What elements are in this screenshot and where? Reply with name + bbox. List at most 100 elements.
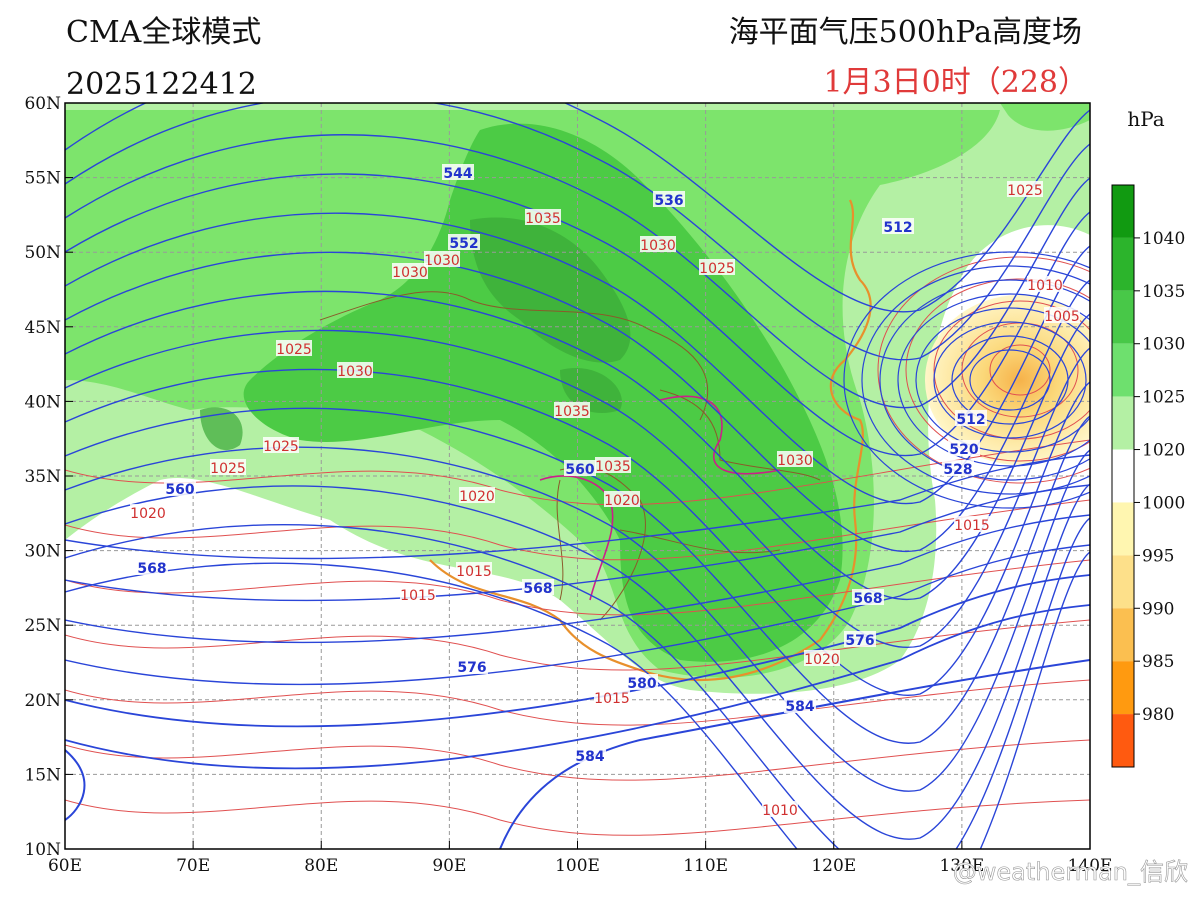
isobar: [65, 439, 1090, 506]
height-contour: [65, 484, 1090, 602]
colorbar-label: 980: [1142, 705, 1174, 725]
label-background: [337, 362, 373, 378]
height-contour: [969, 349, 1051, 411]
valid-time: 1月3日0时（228）: [823, 65, 1088, 100]
height-contour: [897, 293, 1090, 467]
label-background: [392, 263, 428, 279]
height-contour: [65, 604, 1090, 770]
colorbar-label: 1030: [1142, 335, 1185, 355]
colorbar-segment: [1112, 343, 1134, 397]
label-background: [1007, 181, 1043, 197]
label-background: [525, 209, 561, 225]
label-background: [456, 562, 492, 578]
height-contour: [65, 368, 1090, 697]
colorbar-label: 1000: [1142, 493, 1185, 513]
colorbar-segment: [1112, 290, 1134, 344]
init-time: 2025122412: [66, 67, 257, 102]
pressure-label: 1035: [595, 459, 631, 475]
label-background: [594, 689, 630, 705]
pressure-label: 1015: [954, 518, 990, 534]
height-contour: [65, 659, 1090, 849]
pressure-label: 1035: [525, 211, 561, 227]
label-background: [456, 658, 488, 674]
pressure-label: 1005: [1044, 309, 1080, 325]
pressure-label: 1030: [337, 364, 373, 380]
pressure-label: 1020: [459, 489, 495, 505]
map-title: 海平面气压500hPa高度场: [729, 15, 1082, 50]
isobar: [65, 739, 1090, 781]
height-contour: [65, 173, 1090, 457]
lat-label: 45N: [24, 318, 61, 338]
height-contour: [65, 134, 1090, 409]
label-background: [164, 480, 196, 496]
lon-label: 90E: [432, 856, 466, 876]
height-contour: [65, 212, 1090, 505]
lon-label: 120E: [811, 856, 856, 876]
height-label: 512: [956, 412, 985, 428]
lon-label: 140E: [1068, 856, 1113, 876]
label-background: [564, 460, 596, 476]
height-contours: [65, 103, 1090, 849]
label-background: [400, 586, 436, 602]
pressure-label: 1020: [804, 652, 840, 668]
pressure-label: 1015: [456, 564, 492, 580]
height-contour: [951, 335, 1069, 425]
height-contour: [861, 265, 1090, 495]
pressure-label: 1010: [1027, 278, 1063, 294]
pressure-label: 1025: [263, 439, 299, 455]
height-contour: [843, 251, 1090, 509]
isobar: [65, 499, 1090, 561]
colorbar-frame: [1111, 184, 1135, 768]
label-background: [210, 459, 246, 475]
height-label: 568: [137, 561, 166, 577]
colorbar-label: 1040: [1142, 229, 1185, 249]
label-background: [448, 234, 480, 250]
label-background: [762, 801, 798, 817]
lon-label: 70E: [176, 856, 210, 876]
pressure-area-1035: [200, 217, 631, 451]
lon-label: 60E: [48, 856, 82, 876]
height-contour: [65, 514, 1090, 644]
colorbar-label: 985: [1142, 652, 1174, 672]
pressure-label: 1025: [210, 461, 246, 477]
height-label: 528: [943, 462, 972, 478]
isobar: [933, 300, 1090, 440]
isobar: [905, 278, 1090, 462]
height-contour: [65, 551, 1090, 849]
lat-label: 15N: [24, 765, 61, 785]
colorbar-label: 1035: [1142, 282, 1185, 302]
label-background: [852, 589, 884, 605]
height-contour: [65, 454, 1090, 560]
label-background: [604, 491, 640, 507]
label-background: [554, 402, 590, 418]
colorbar-segment: [1112, 237, 1134, 291]
label-background: [955, 410, 987, 426]
lat-label: 50N: [24, 243, 61, 263]
label-background: [844, 631, 876, 647]
colorbar-segment: [1112, 396, 1134, 450]
pressure-label: 1015: [594, 691, 630, 707]
label-background: [595, 457, 631, 473]
lat-label: 35N: [24, 467, 61, 487]
contour-labels: 544 552 536 512 560 568 560 568 576 580 584 584 568 5…: [130, 164, 1080, 819]
colorbar-unit: hPa: [1127, 107, 1164, 131]
height-contour: [65, 407, 1090, 744]
colorbar-segment: [1112, 714, 1134, 767]
height-label: 580: [627, 676, 656, 692]
label-background: [276, 340, 312, 356]
label-background: [640, 236, 676, 252]
watermark: @weatherman_信欣: [953, 858, 1188, 886]
label-background: [804, 650, 840, 666]
isobar: [65, 679, 1090, 726]
lat-label: 30N: [24, 542, 61, 562]
lon-label: 110E: [683, 856, 728, 876]
pressure-label: 1020: [604, 493, 640, 509]
height-label: 576: [845, 633, 874, 649]
height-contour: [65, 251, 1090, 553]
label-background: [1044, 307, 1080, 323]
height-label: 560: [565, 462, 594, 478]
isobar: [877, 256, 1090, 484]
lat-label: 60N: [24, 94, 61, 114]
colorbar-segment: [1112, 555, 1134, 609]
